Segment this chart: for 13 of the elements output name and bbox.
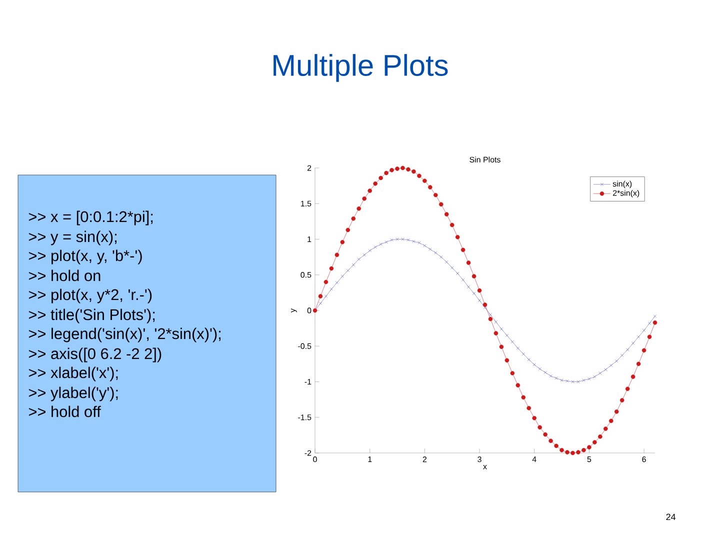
text: 24: [666, 514, 676, 520]
text: Multiple Plots: [274, 54, 448, 82]
text: >> x = [0:0.1:2*pi];: [28, 210, 153, 226]
text: >> ylabel('y');: [28, 386, 118, 402]
text: >> hold off: [28, 406, 101, 418]
text: >> axis([0 6.2 -2 2]): [28, 348, 162, 362]
text: >> hold on: [28, 270, 100, 282]
text: >> title('Sin Plots');: [28, 308, 155, 324]
text: >> plot(x, y*2, 'r.-'): [28, 288, 152, 304]
text: >> plot(x, y, 'b*-'): [28, 250, 142, 264]
text: >> y = sin(x);: [28, 230, 116, 246]
text: >> xlabel('x');: [28, 366, 118, 382]
text: >> legend('sin(x)', '2*sin(x)');: [28, 328, 221, 342]
